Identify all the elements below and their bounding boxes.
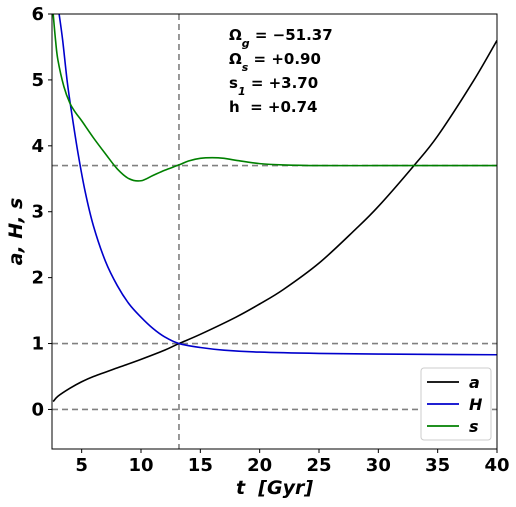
x-tick-label: 20 <box>247 455 272 476</box>
series-lines <box>52 14 497 403</box>
legend-label-H: H <box>469 395 483 414</box>
y-axis-title: a, H, s <box>5 198 27 266</box>
x-axis-title: t [Gyr] <box>236 477 313 499</box>
x-axis-ticks: 5 10 15 20 25 30 35 40 <box>75 449 510 476</box>
series-a-line <box>52 39 497 403</box>
y-tick-label: 5 <box>31 70 44 91</box>
x-tick-label: 15 <box>188 455 213 476</box>
y-tick-label: 2 <box>31 268 44 289</box>
x-tick-label: 10 <box>128 455 153 476</box>
x-tick-label: 30 <box>366 455 391 476</box>
x-tick-label: 25 <box>306 455 331 476</box>
y-tick-label: 3 <box>31 202 44 223</box>
series-H-line <box>58 14 497 356</box>
legend-label-s: s <box>469 417 479 436</box>
annotation-line-1: Ωg = −51.37 <box>229 26 333 50</box>
y-tick-label: 0 <box>31 399 44 420</box>
annotation-line-2: Ωs = +0.90 <box>229 50 321 74</box>
series-s-line <box>52 14 497 182</box>
legend-label-a: a <box>469 373 480 392</box>
annotation-line-4: h = +0.74 <box>229 98 318 116</box>
x-tick-label: 40 <box>484 455 509 476</box>
plot-frame <box>51 13 498 450</box>
y-tick-label: 4 <box>31 136 44 157</box>
y-tick-label: 1 <box>31 334 44 355</box>
y-tick-label: 6 <box>31 4 44 25</box>
annotation-line-3: s1 = +3.70 <box>229 74 318 98</box>
legend[interactable]: aHs <box>420 367 492 441</box>
x-tick-label: 35 <box>425 455 450 476</box>
y-axis-ticks: 0 1 2 3 4 5 6 <box>31 4 52 420</box>
x-tick-label: 5 <box>75 455 88 476</box>
